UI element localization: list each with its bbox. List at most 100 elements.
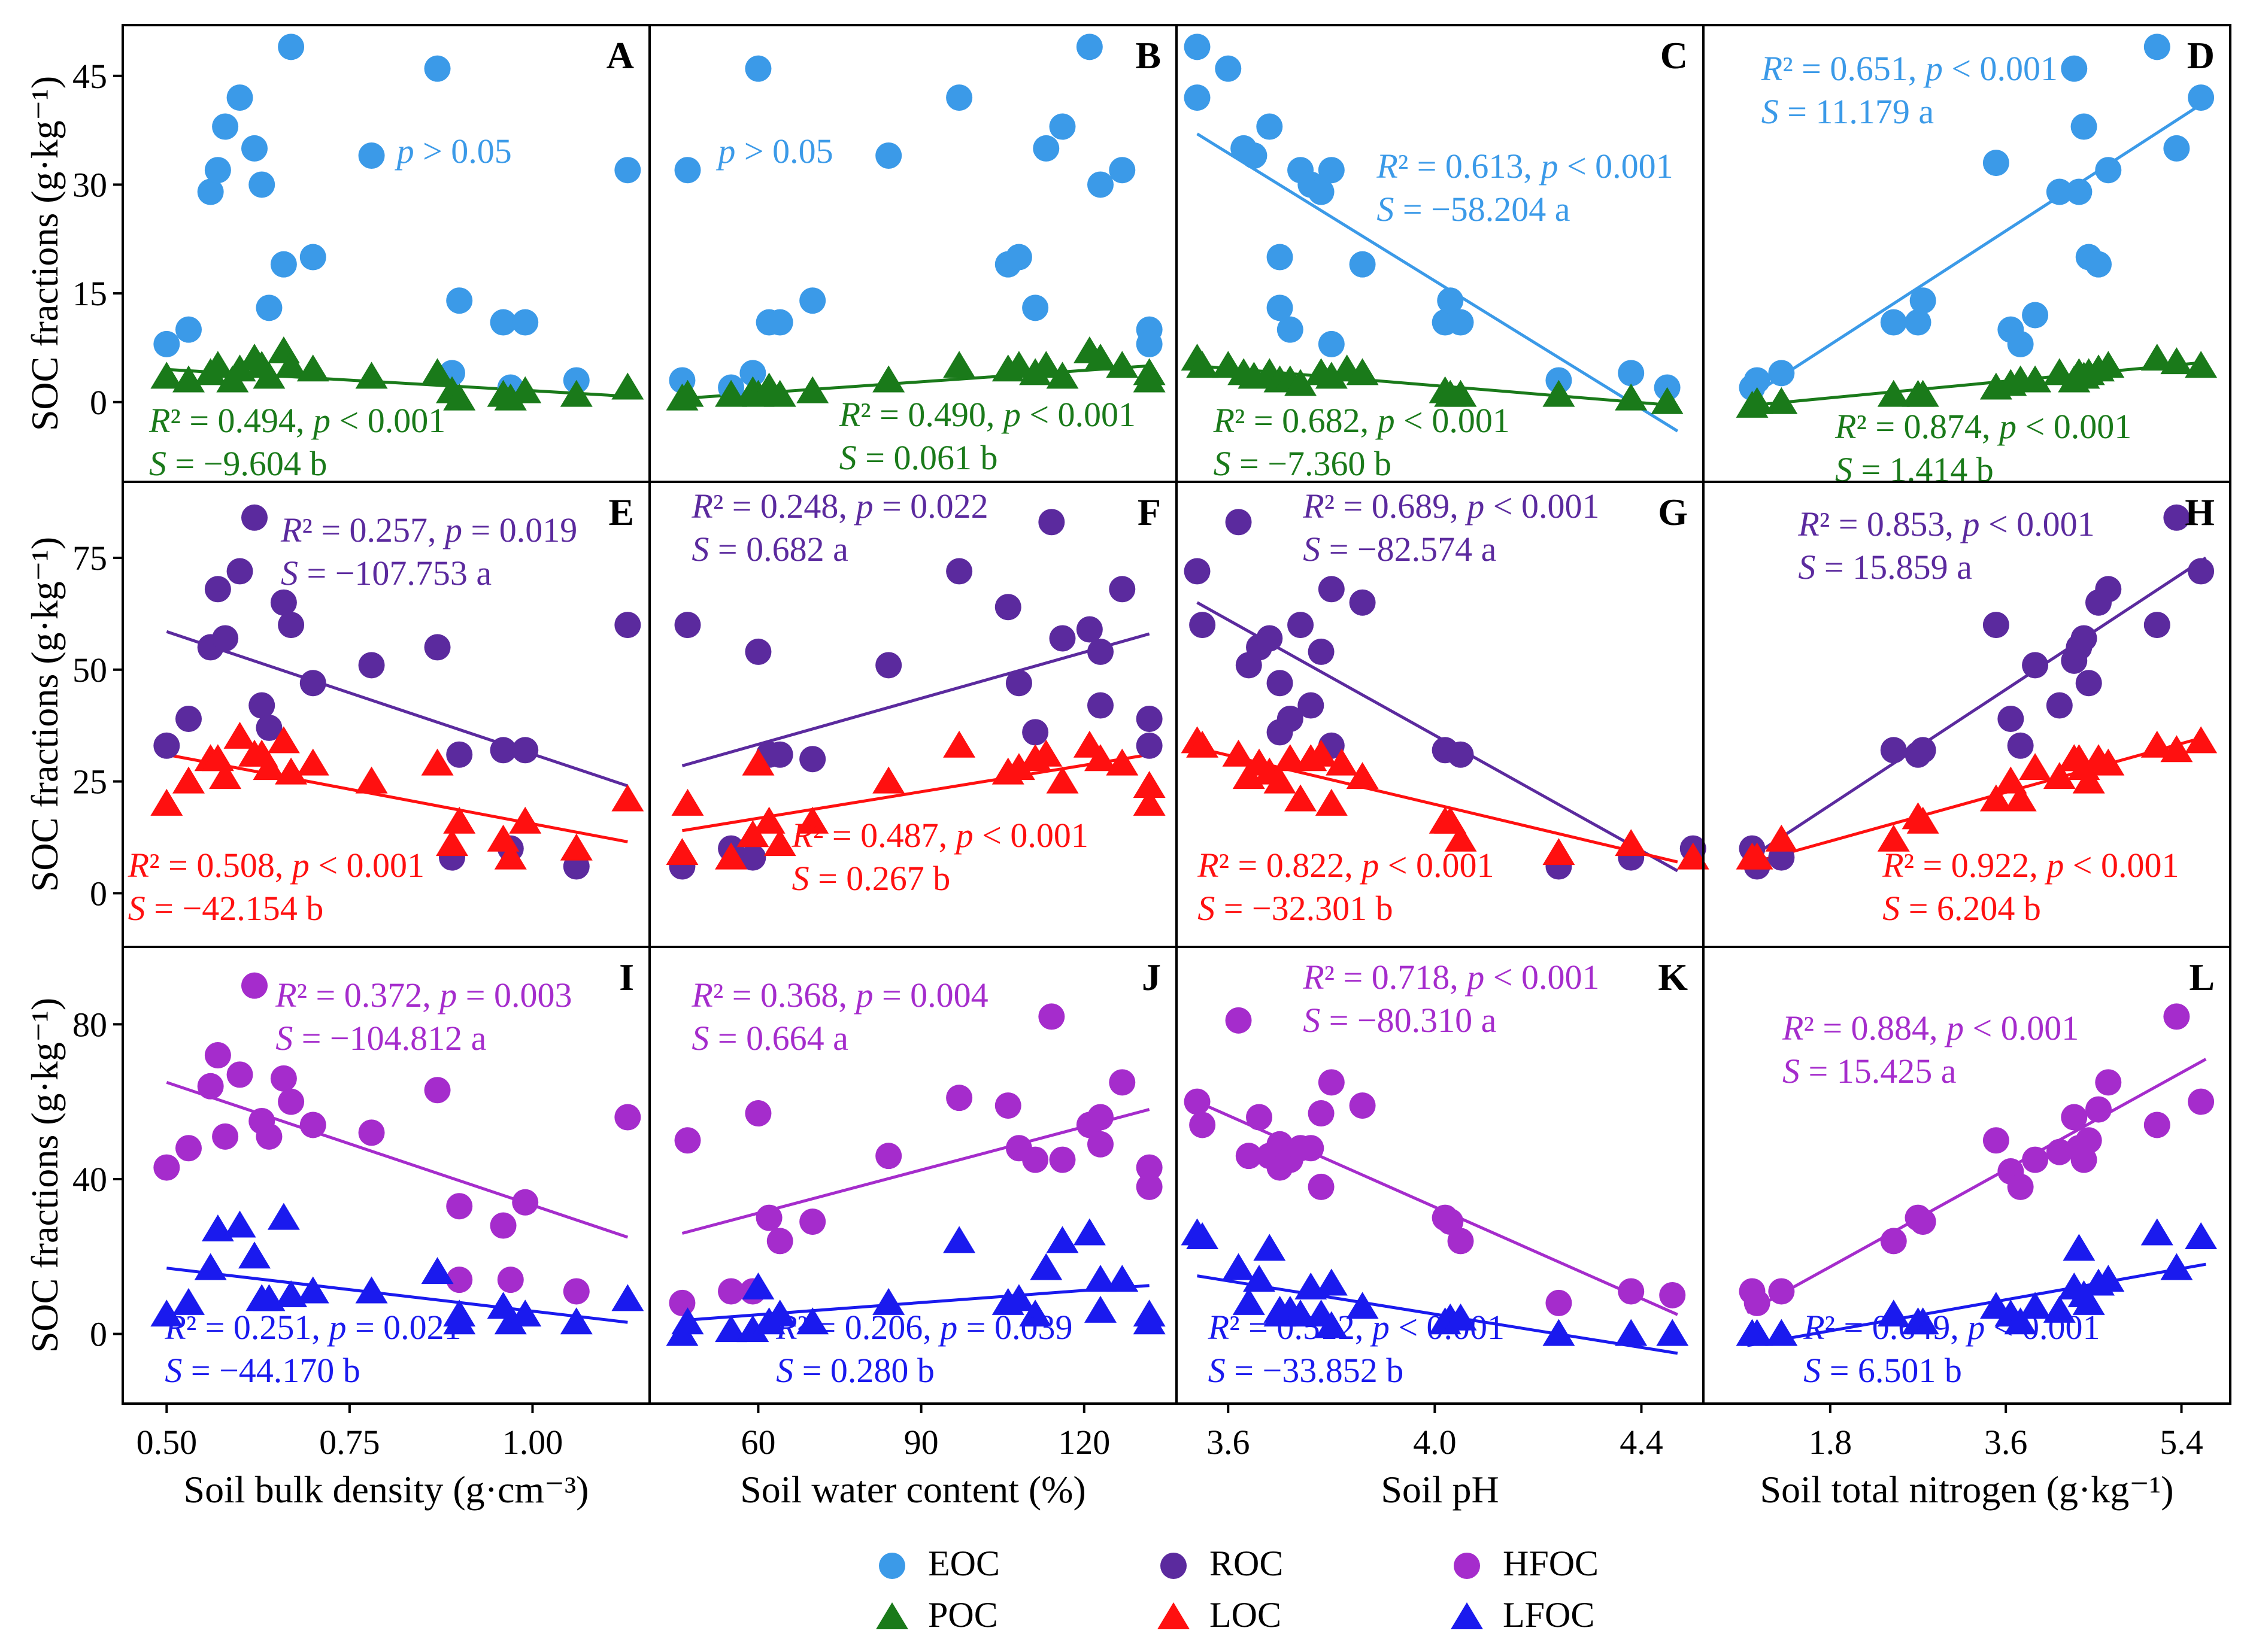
label-text: ² = 0.884, (1803, 1009, 1946, 1047)
point-roc (1982, 612, 2009, 639)
point-loc (1046, 766, 1079, 794)
panel-b: Bp > 0.05 R² = 0.490, p < 0.001 S = 0.061 … (648, 24, 1178, 483)
point-lfoc (1906, 1307, 1939, 1335)
point-eoc (946, 84, 973, 111)
stat-annotation-poc: S = 1.414 b (1835, 450, 1994, 489)
label-text: < 0.001 (310, 846, 424, 885)
point-hfoc (256, 1123, 283, 1150)
point-eoc (1076, 34, 1103, 60)
point-eoc (1109, 157, 1136, 184)
panel-letter: L (2189, 956, 2215, 998)
point-roc (1287, 612, 1314, 639)
point-poc (1346, 358, 1379, 385)
stat-annotation-poc: S = 0.061 b (839, 438, 998, 477)
point-hfoc (1982, 1127, 2009, 1154)
point-roc (226, 558, 253, 585)
point-loc (742, 748, 775, 776)
stat-annotation-roc: S = 15.859 a (1798, 548, 1972, 587)
point-roc (766, 741, 793, 768)
x-tick-label: 90 (904, 1423, 939, 1462)
stat-annotation-roc: R² = 0.248, p = 0.022 (691, 487, 988, 526)
point-lfoc (1243, 1265, 1276, 1292)
point-lfoc (1284, 1299, 1317, 1327)
x-axis-title: Soil water content (%) (740, 1468, 1086, 1511)
fit-line-poc (1747, 360, 2206, 408)
point-roc (1136, 732, 1163, 759)
point-loc (666, 838, 699, 866)
point-lfoc (1253, 1234, 1286, 1261)
point-eoc (1909, 287, 1936, 314)
legend-label-poc: POC (928, 1595, 998, 1635)
legend-label-eoc: EOC (928, 1544, 1000, 1583)
point-hfoc (1880, 1228, 1907, 1255)
fit-line-lfoc (682, 1284, 1150, 1322)
point-hfoc (2143, 1112, 2170, 1138)
label-italic-symbol: p (1001, 395, 1021, 434)
point-eoc (1241, 142, 1267, 169)
label-text: = 0.004 (873, 976, 988, 1015)
point-hfoc (1022, 1146, 1049, 1173)
point-hfoc (2095, 1069, 2122, 1096)
label-text: ² = 0.494, (170, 401, 313, 440)
label-italic-symbol: R (1302, 487, 1324, 526)
label-italic-symbol: p (1538, 147, 1558, 186)
panel-letter: F (1138, 491, 1161, 533)
stat-annotation-poc: R² = 0.682, p < 0.001 (1213, 401, 1510, 440)
point-roc (739, 844, 766, 871)
point-lfoc (1444, 1303, 1477, 1331)
point-roc (256, 714, 283, 741)
label-text: < 0.001 (1021, 395, 1136, 434)
point-poc (763, 379, 796, 407)
label-text: ² = 0.490, (860, 395, 1003, 434)
stat-annotation-lfoc: S = 6.501 b (1803, 1351, 1962, 1390)
point-lfoc (2019, 1292, 2052, 1319)
label-italic-symbol: p (938, 1308, 957, 1347)
point-lfoc (1084, 1295, 1117, 1323)
point-loc (443, 806, 476, 834)
point-loc (1002, 753, 1035, 781)
label-italic-symbol: S (128, 889, 145, 928)
stat-annotation-eoc: S = 11.179 a (1761, 92, 1934, 131)
label-italic-symbol: p (1464, 487, 1484, 526)
label-italic-symbol: S (275, 1019, 293, 1058)
point-lfoc (2063, 1234, 2096, 1261)
label-text: = −104.812 a (293, 1019, 486, 1058)
stat-annotation-poc: R² = 0.490, p < 0.001 (839, 395, 1136, 434)
label-italic-symbol: S (1803, 1351, 1821, 1390)
point-loc (872, 766, 905, 794)
x-axis-title: Soil pH (1381, 1468, 1499, 1511)
point-roc (946, 558, 973, 585)
label-text: = −82.574 a (1320, 530, 1496, 569)
legend-marker-hfoc (1454, 1553, 1480, 1579)
label-italic-symbol: S (1197, 889, 1215, 928)
stat-annotation-loc: S = −42.154 b (128, 889, 323, 928)
label-text: ² = 0.206, (797, 1308, 941, 1347)
label-text: > 0.05 (735, 132, 833, 171)
point-lfoc (1222, 1253, 1255, 1280)
point-loc (1263, 766, 1296, 794)
point-poc (2160, 347, 2193, 375)
point-lfoc (671, 1307, 704, 1335)
point-roc (153, 732, 180, 759)
point-eoc (1349, 251, 1376, 278)
label-italic-symbol: S (792, 859, 809, 898)
legend: EOC POC ROC LOC HFOC LFOC (876, 1544, 1599, 1635)
point-lfoc (1346, 1292, 1379, 1319)
point-lfoc (1315, 1311, 1348, 1338)
point-lfoc (872, 1287, 905, 1315)
point-eoc (1266, 294, 1293, 321)
point-poc (1651, 387, 1684, 414)
point-loc (1315, 788, 1348, 816)
point-loc (1615, 829, 1648, 857)
label-text: ² = 0.649, (1825, 1308, 1968, 1347)
stat-annotation-eoc: R² = 0.613, p < 0.001 (1376, 147, 1673, 186)
point-hfoc (1297, 1135, 1324, 1162)
point-loc (253, 753, 286, 781)
point-roc (299, 670, 326, 697)
label-italic-symbol: R (1797, 505, 1819, 543)
point-hfoc (756, 1204, 783, 1231)
point-hfoc (1087, 1131, 1114, 1158)
